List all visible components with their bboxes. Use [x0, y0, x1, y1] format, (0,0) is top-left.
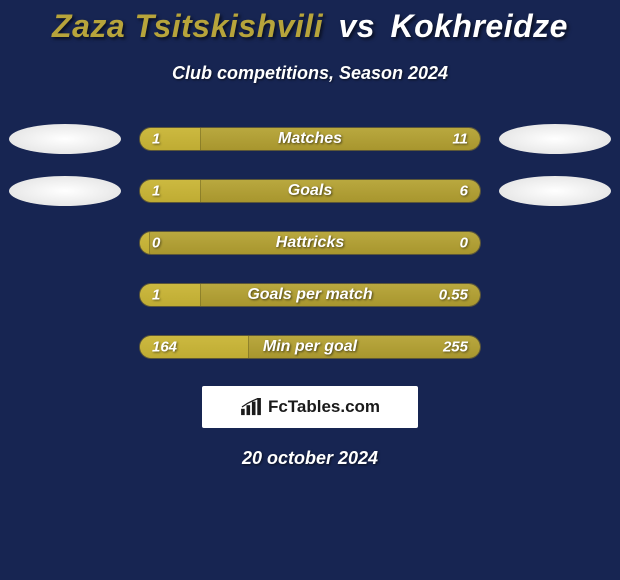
stat-right-value: 0	[460, 235, 468, 252]
subtitle: Club competitions, Season 2024	[0, 63, 620, 84]
stat-left-value: 1	[152, 131, 160, 148]
bar-fill-left	[140, 180, 201, 202]
bar-fill-left	[140, 284, 201, 306]
page-title: Zaza Tsitskishvili vs Kokhreidze	[0, 8, 620, 45]
stat-label: Goals per match	[247, 286, 372, 304]
stat-label: Goals	[288, 182, 332, 200]
stat-right-value: 255	[443, 339, 468, 356]
player2-marker	[499, 176, 611, 206]
stat-label: Min per goal	[263, 338, 357, 356]
comparison-card: Zaza Tsitskishvili vs Kokhreidze Club co…	[0, 0, 620, 469]
spacer	[9, 228, 121, 258]
bar-fill-left	[140, 128, 201, 150]
spacer	[499, 228, 611, 258]
footer-logo-text: FcTables.com	[268, 397, 380, 417]
footer-logo[interactable]: FcTables.com	[202, 386, 418, 428]
stat-left-value: 1	[152, 287, 160, 304]
stat-label: Matches	[278, 130, 342, 148]
stat-left-value: 1	[152, 183, 160, 200]
stat-left-value: 0	[152, 235, 160, 252]
stat-row: 111Matches	[0, 124, 620, 154]
player2-marker	[499, 124, 611, 154]
spacer	[9, 280, 121, 310]
stat-row: 1 6 Goals	[0, 176, 620, 206]
title-vs: vs	[338, 8, 375, 44]
stat-left-value: 164	[152, 339, 177, 356]
stat-row: 0 0 Hattricks	[0, 228, 620, 258]
stats-list: 111Matches16Goals00Hattricks10.55Goals p…	[0, 124, 620, 362]
stat-right-value: 0.55	[439, 287, 468, 304]
spacer	[499, 332, 611, 362]
stat-bar: 111Matches	[139, 127, 481, 151]
stat-label: Hattricks	[276, 234, 344, 252]
stat-bar: 0 0 Hattricks	[139, 231, 481, 255]
spacer	[499, 280, 611, 310]
stat-row: 1 0.55 Goals per match	[0, 280, 620, 310]
stat-bar: 1 0.55 Goals per match	[139, 283, 481, 307]
bar-fill-left	[140, 232, 150, 254]
player1-name: Zaza Tsitskishvili	[52, 8, 323, 44]
player1-marker	[9, 176, 121, 206]
player2-name: Kokhreidze	[390, 8, 567, 44]
stat-row: 164 255 Min per goal	[0, 332, 620, 362]
stat-right-value: 6	[460, 183, 468, 200]
stat-right-value: 11	[452, 131, 468, 148]
spacer	[9, 332, 121, 362]
date-label: 20 october 2024	[0, 448, 620, 469]
chart-icon	[240, 398, 262, 416]
stat-bar: 1 6 Goals	[139, 179, 481, 203]
stat-bar: 164 255 Min per goal	[139, 335, 481, 359]
player1-marker	[9, 124, 121, 154]
